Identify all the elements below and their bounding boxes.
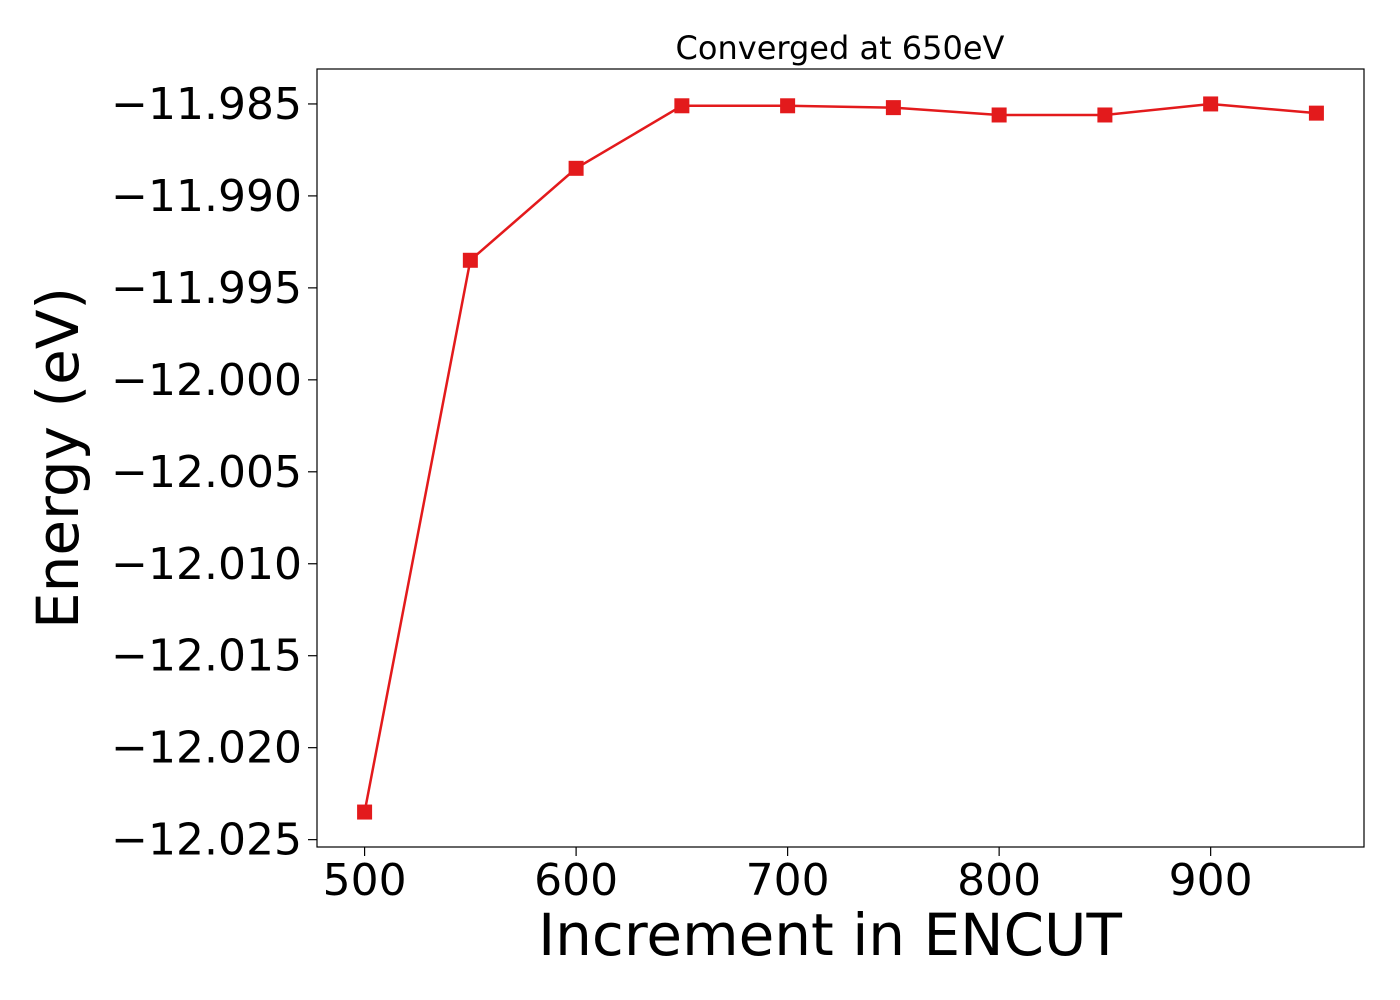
series-line <box>363 102 1317 813</box>
y-tick-label: −12.000 <box>111 355 302 406</box>
data-point-marker <box>780 98 796 114</box>
y-tick-label: −11.985 <box>111 79 302 130</box>
data-point-marker <box>462 252 478 268</box>
y-tick-label: −12.015 <box>111 631 302 682</box>
chart-title: Converged at 650eV <box>676 29 1005 67</box>
data-point-marker <box>1203 96 1219 112</box>
x-tick-label: 500 <box>323 855 407 906</box>
y-tick-label: −11.990 <box>111 171 302 222</box>
data-point-marker <box>1097 107 1113 123</box>
y-tick-label: −12.010 <box>111 539 302 590</box>
y-tick-label: −12.025 <box>111 815 302 866</box>
y-tick-label: −12.020 <box>111 723 302 774</box>
x-tick-label: 700 <box>746 855 830 906</box>
x-axis-ticks: 500 600 700 800 900 <box>323 847 1253 906</box>
x-tick-label: 800 <box>957 855 1041 906</box>
data-point-marker <box>674 98 690 114</box>
data-series <box>357 96 1324 820</box>
x-axis-label: Increment in ENCUT <box>538 901 1122 969</box>
y-tick-label: −11.995 <box>111 263 302 314</box>
data-point-marker <box>1308 105 1324 121</box>
x-tick-label: 600 <box>534 855 618 906</box>
y-tick-label: −12.005 <box>111 447 302 498</box>
y-axis-label: Energy (eV) <box>24 287 92 629</box>
x-tick-label: 900 <box>1169 855 1253 906</box>
data-point-marker <box>885 100 901 116</box>
plot-area <box>316 68 1365 848</box>
data-point-marker <box>357 804 373 820</box>
y-axis-ticks: −12.025 −12.020 −12.015 −12.010 −12.005 −12.0… <box>111 79 317 866</box>
data-point-marker <box>991 107 1007 123</box>
data-point-marker <box>568 160 584 176</box>
